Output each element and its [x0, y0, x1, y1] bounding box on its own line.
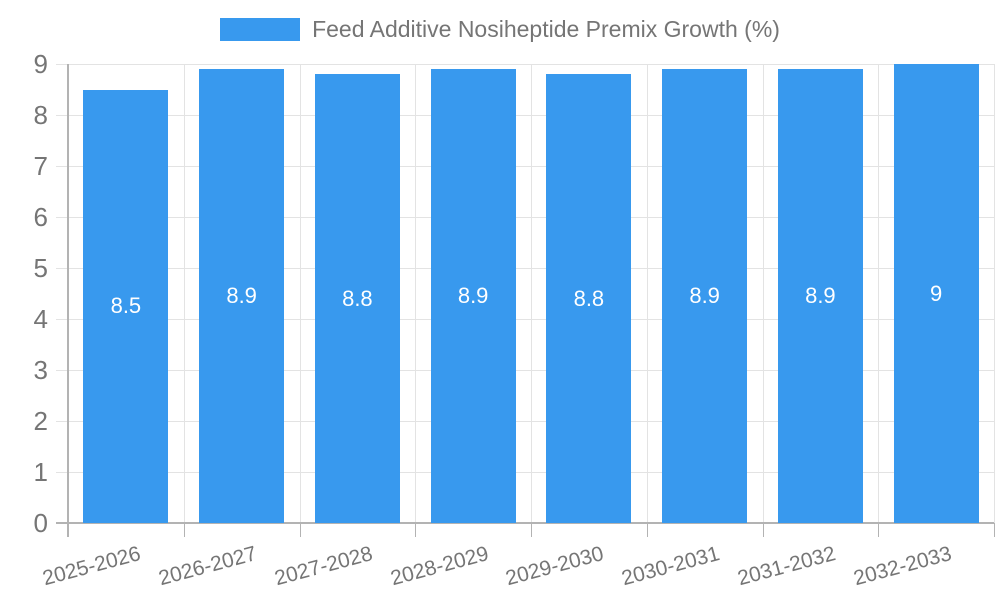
x-tick-mark — [531, 523, 532, 537]
bar: 8.9 — [662, 69, 748, 523]
bar: 8.8 — [546, 74, 632, 523]
x-tick-label: 2026-2027 — [156, 542, 260, 591]
x-tick-mark — [183, 523, 185, 537]
y-gridline — [56, 421, 994, 422]
x-gridline — [646, 64, 648, 523]
y-tick-label: 3 — [33, 355, 48, 385]
x-tick-label: 2025-2026 — [40, 542, 144, 591]
y-tick-label: 2 — [33, 406, 48, 436]
legend-label: Feed Additive Nosiheptide Premix Growth … — [312, 16, 780, 42]
y-tick-label: 6 — [33, 202, 48, 232]
y-gridline — [56, 115, 994, 116]
bar: 8.9 — [430, 69, 516, 523]
y-gridline — [56, 472, 994, 473]
x-tick-mark — [878, 523, 880, 537]
y-tick-label: 8 — [33, 100, 48, 130]
legend-swatch — [220, 18, 301, 41]
x-gridline — [531, 64, 532, 523]
y-tick-label: 0 — [33, 508, 48, 538]
x-tick-label: 2027-2028 — [272, 542, 376, 591]
x-tick-mark — [299, 523, 301, 537]
x-tick-label: 2029-2030 — [503, 542, 607, 591]
x-gridline — [994, 64, 995, 523]
x-gridline — [183, 64, 185, 523]
y-gridline — [56, 319, 994, 320]
x-tick-label: 2032-2033 — [850, 542, 954, 591]
bar-value-label: 8.9 — [457, 283, 489, 309]
bar: 8.8 — [314, 74, 400, 523]
y-gridline — [56, 268, 994, 269]
bar: 8.9 — [199, 69, 285, 523]
bar-value-label: 8.9 — [226, 283, 257, 309]
y-gridline — [56, 370, 994, 371]
x-tick-label: 2030-2031 — [619, 542, 723, 591]
x-tick-mark — [646, 523, 648, 537]
bar-value-label: 8.8 — [342, 285, 373, 311]
x-gridline — [299, 64, 301, 523]
y-gridline — [56, 166, 994, 167]
bar-value-label: 8.8 — [573, 285, 605, 311]
x-gridline — [762, 64, 764, 523]
x-axis-line — [56, 522, 994, 524]
y-tick-label: 7 — [33, 151, 48, 181]
y-tick-label: 5 — [33, 253, 48, 283]
y-gridline — [56, 64, 994, 65]
y-axis-line — [67, 64, 69, 537]
bar: 9 — [893, 64, 979, 523]
x-gridline — [878, 64, 880, 523]
x-tick-label: 2031-2032 — [735, 542, 839, 591]
bar-value-label: 8.9 — [689, 283, 720, 309]
bar: 8.9 — [777, 69, 863, 523]
y-tick-label: 1 — [33, 457, 48, 487]
y-tick-label: 9 — [33, 49, 48, 79]
bar-value-label: 8.9 — [805, 283, 836, 309]
x-tick-mark — [762, 523, 764, 537]
x-tick-label: 2028-2029 — [387, 542, 491, 591]
x-tick-mark — [994, 523, 995, 537]
y-gridline — [56, 217, 994, 218]
x-gridline — [415, 64, 417, 523]
y-tick-label: 4 — [33, 304, 48, 334]
x-tick-mark — [415, 523, 417, 537]
bar: 8.5 — [83, 89, 169, 523]
bar-value-label: 8.5 — [110, 293, 142, 319]
legend-item[interactable]: Feed Additive Nosiheptide Premix Growth … — [0, 16, 1000, 43]
bar-value-label: 9 — [930, 280, 943, 306]
